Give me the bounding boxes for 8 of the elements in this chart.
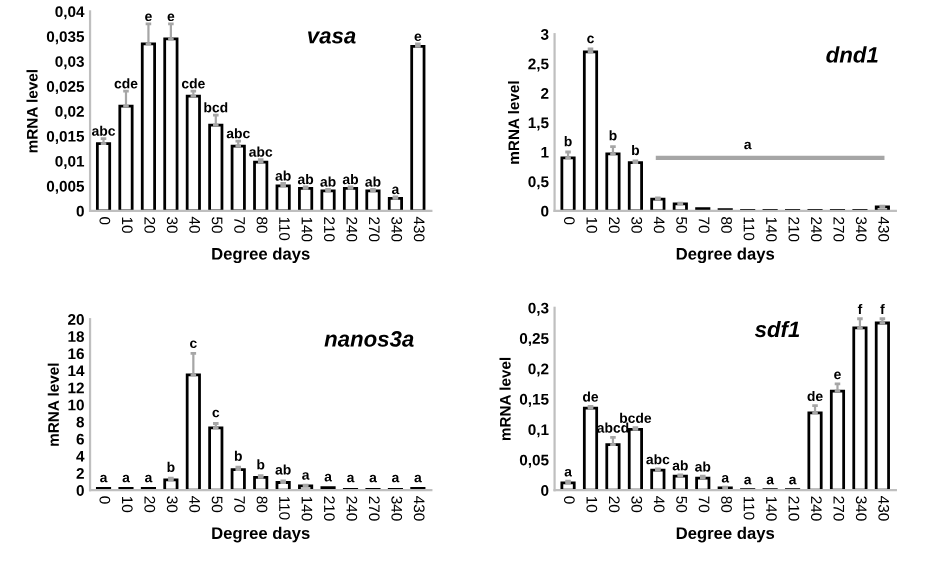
x-axis-title: Degree days <box>212 247 310 264</box>
chart-title: nanos3a <box>324 331 414 347</box>
text: vasa <box>308 31 356 44</box>
chart-title: dnd1 <box>826 46 878 63</box>
chart-title: sdf1 <box>754 320 800 338</box>
x-axis-title: Degree days <box>676 526 775 543</box>
x-axis-title: Degree days <box>676 247 775 264</box>
x-axis-title: Degree days <box>212 526 310 543</box>
